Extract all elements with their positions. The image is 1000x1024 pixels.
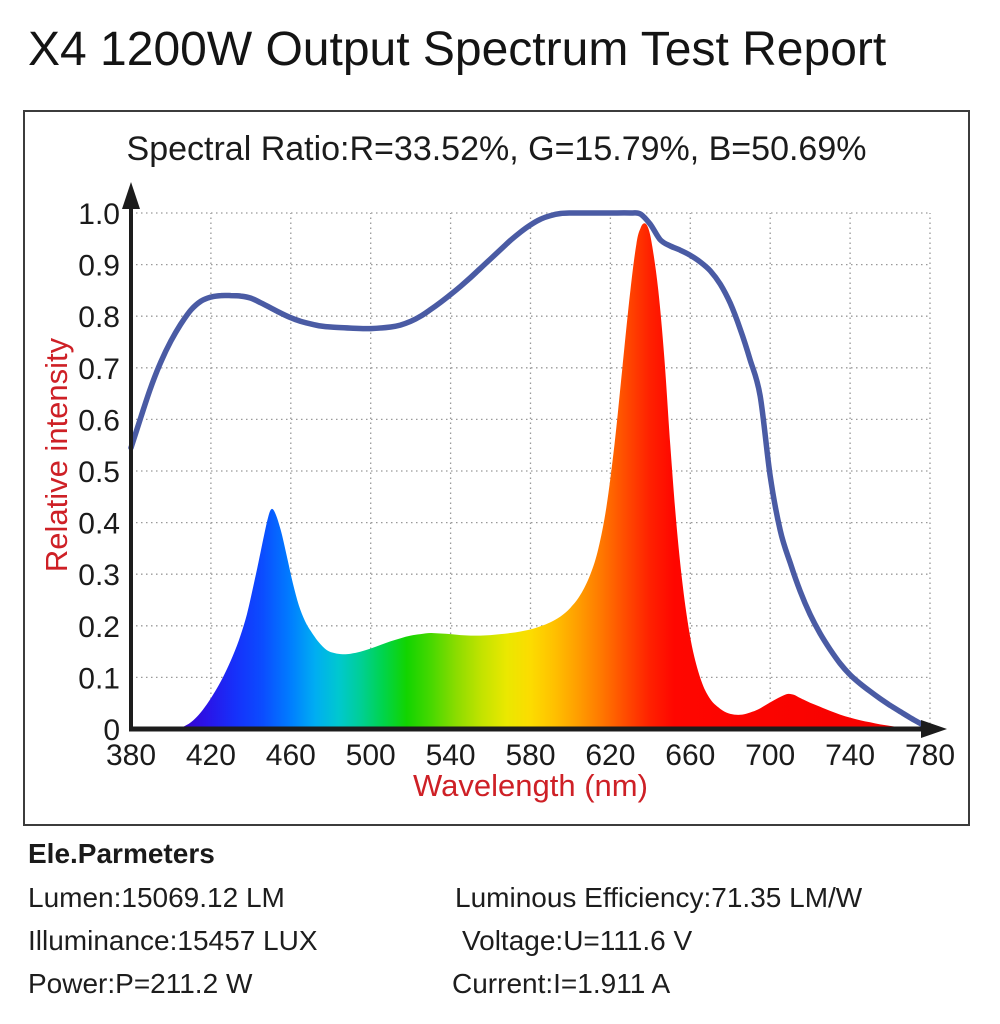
page-title: X4 1200W Output Spectrum Test Report	[28, 23, 887, 76]
param-current: Current:I=1.911 A	[452, 968, 671, 999]
param-illuminance: Illuminance:15457 LUX	[28, 925, 318, 956]
y-tick-label: 0.2	[78, 611, 120, 644]
spectral-ratio-subtitle: Spectral Ratio:R=33.52%, G=15.79%, B=50.…	[126, 130, 867, 168]
spectrum-chart: 0 0.1 0.2 0.3 0.4 0.5 0.6 0.7 0.8 0.9 1.0 380 420 460…	[78, 182, 955, 772]
x-tick-label: 460	[266, 739, 316, 772]
x-tick-label: 540	[426, 739, 476, 772]
x-tick-label: 420	[186, 739, 236, 772]
y-tick-label: 0.5	[78, 456, 120, 489]
y-tick-label: 0.8	[78, 301, 120, 334]
y-tick-label: 0	[103, 714, 120, 747]
param-luminous-efficiency: Luminous Efficiency:71.35 LM/W	[455, 882, 863, 913]
x-tick-label: 620	[585, 739, 635, 772]
x-tick-label: 780	[905, 739, 955, 772]
y-tick-label: 0.9	[78, 250, 120, 283]
chart-frame: Spectral Ratio:R=33.52%, G=15.79%, B=50.…	[23, 110, 970, 826]
y-axis-label: Relative intensity	[39, 337, 74, 573]
param-voltage: Voltage:U=111.6 V	[462, 925, 693, 956]
y-tick-label: 1.0	[78, 198, 120, 231]
param-lumen: Lumen:15069.12 LM	[28, 882, 285, 913]
y-tick-label: 0.4	[78, 508, 120, 541]
spectrum-area	[176, 223, 910, 730]
y-axis-arrow	[122, 182, 140, 209]
x-tick-label: 700	[745, 739, 795, 772]
x-tick-label: 740	[825, 739, 875, 772]
y-tick-label: 0.7	[78, 353, 120, 386]
x-axis-label: Wavelength (nm)	[413, 768, 648, 803]
x-tick-label: 580	[505, 739, 555, 772]
x-tick-label: 380	[106, 739, 156, 772]
x-tick-label: 500	[346, 739, 396, 772]
y-tick-label: 0.1	[78, 662, 120, 695]
y-tick-label: 0.3	[78, 559, 120, 592]
y-tick-label: 0.6	[78, 404, 120, 437]
envelope-line	[128, 210, 933, 732]
x-tick-label: 660	[665, 739, 715, 772]
x-axis-arrow	[921, 720, 947, 738]
param-power: Power:P=211.2 W	[28, 968, 253, 999]
parameters-heading: Ele.Parmeters	[28, 838, 215, 869]
